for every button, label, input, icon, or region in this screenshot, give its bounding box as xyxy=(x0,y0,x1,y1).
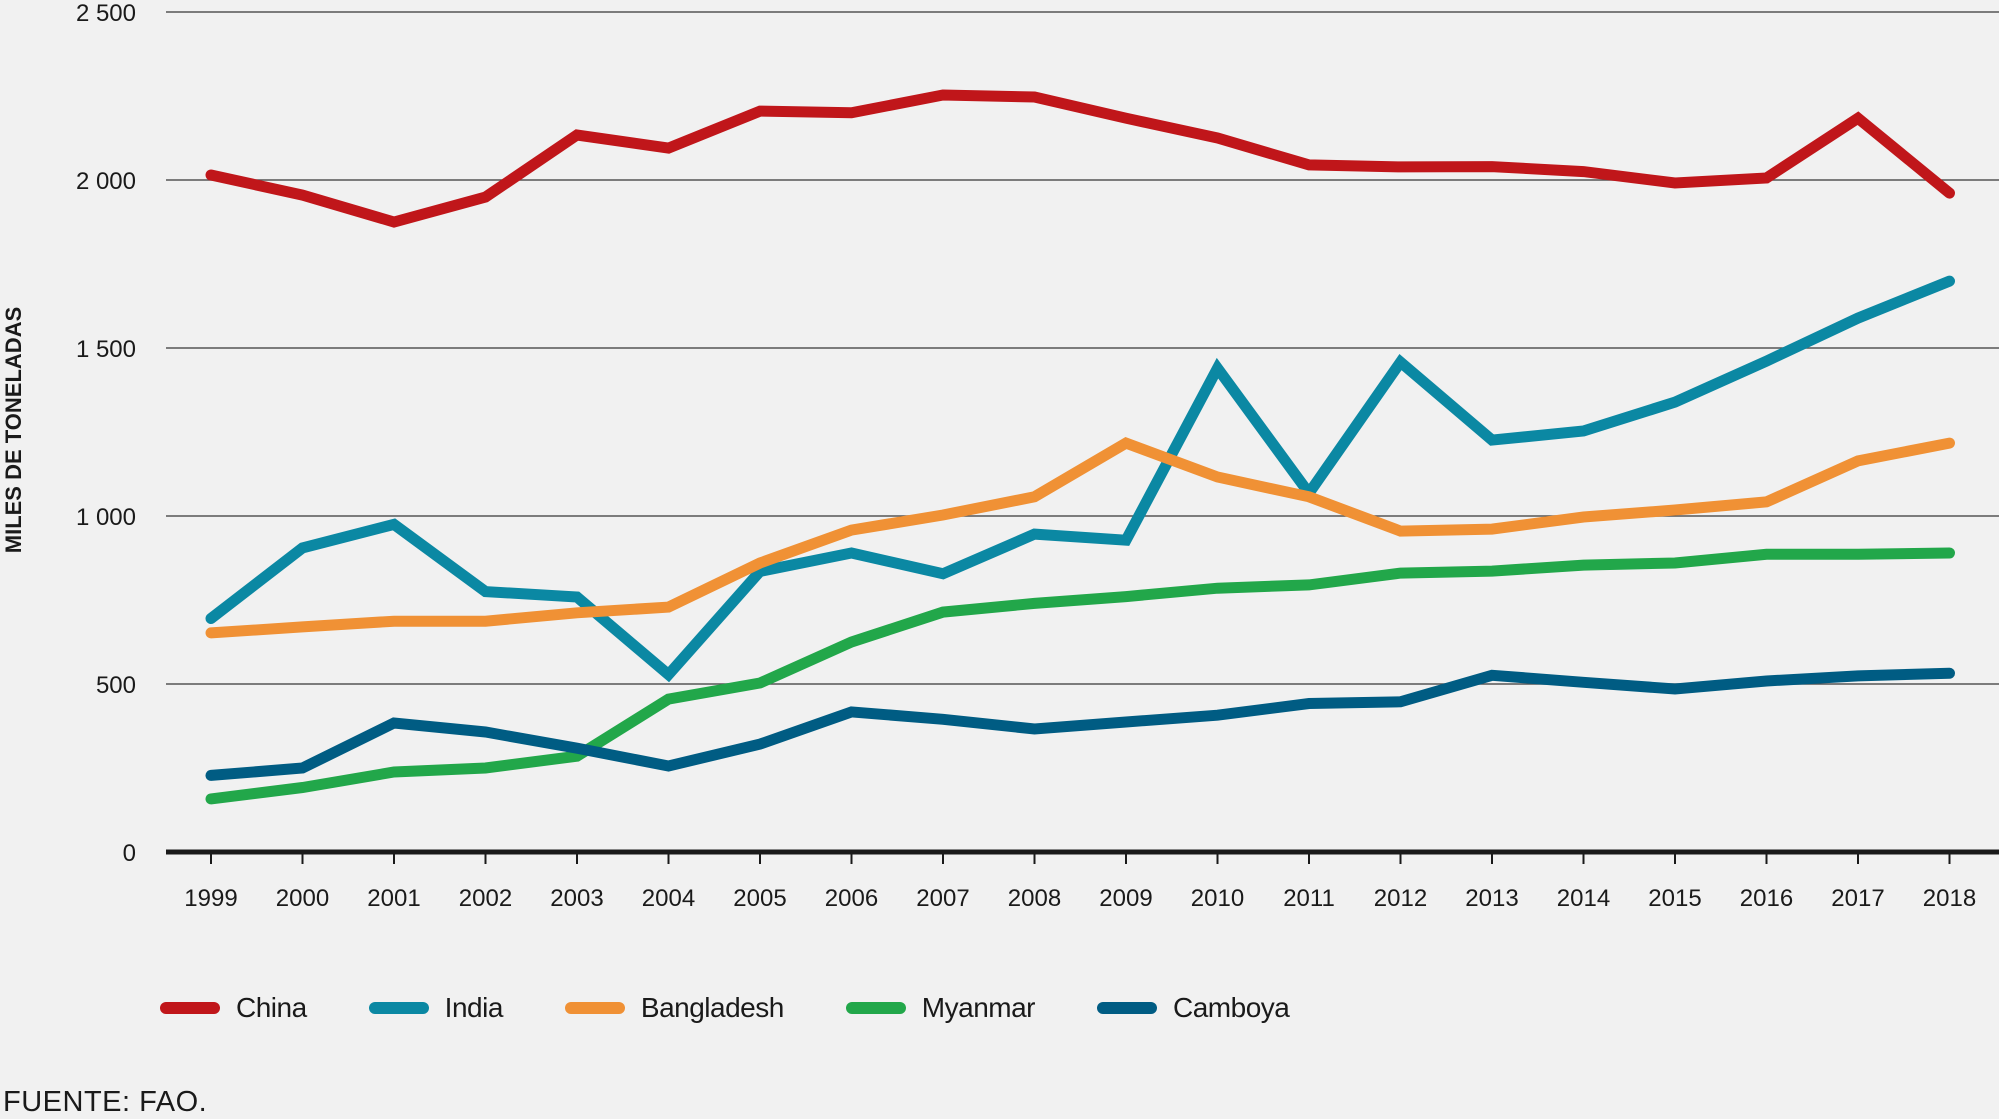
series-line-china xyxy=(211,95,1950,222)
legend-swatch xyxy=(160,1002,220,1014)
legend-label: Camboya xyxy=(1173,992,1289,1024)
legend-label: Myanmar xyxy=(922,992,1035,1024)
x-axis: 1999 2000 2001 2002 2003 2004 2005 2006 2007 2008… xyxy=(166,852,1999,912)
legend-item-bangladesh: Bangladesh xyxy=(565,992,784,1024)
y-tick-label: 2 000 xyxy=(76,168,136,195)
x-tick-label: 2010 xyxy=(1191,885,1244,912)
x-tick-label: 2001 xyxy=(367,885,420,912)
source-note: FUENTE: FAO. xyxy=(3,1086,207,1119)
x-tick-label: 2011 xyxy=(1283,885,1335,912)
series-line-camboya xyxy=(211,673,1950,775)
legend-label: India xyxy=(445,992,503,1024)
x-tick-label: 1999 xyxy=(184,885,237,912)
legend-item-myanmar: Myanmar xyxy=(846,992,1035,1024)
y-tick-label: 2 500 xyxy=(76,0,136,27)
legend-swatch xyxy=(369,1002,429,1014)
x-tick-label: 2015 xyxy=(1648,885,1701,912)
series-lines xyxy=(211,95,1950,799)
x-tick-label: 2000 xyxy=(276,885,329,912)
y-tick-label: 500 xyxy=(96,672,136,699)
x-tick-label: 2013 xyxy=(1465,885,1518,912)
legend-swatch xyxy=(846,1002,906,1014)
y-tick-label: 1 000 xyxy=(76,504,136,531)
legend-item-india: India xyxy=(369,992,503,1024)
series-line-india xyxy=(211,281,1950,674)
x-tick-label: 2007 xyxy=(916,885,969,912)
legend-label: Bangladesh xyxy=(641,992,784,1024)
y-axis-label: MILES DE TONELADAS xyxy=(1,307,26,554)
series-line-myanmar xyxy=(211,553,1950,799)
y-axis-ticks: 0 500 1 000 1 500 2 000 2 500 xyxy=(76,0,136,867)
x-tick-label: 2012 xyxy=(1374,885,1427,912)
x-tick-label: 2006 xyxy=(825,885,878,912)
x-tick-label: 2003 xyxy=(550,885,603,912)
x-tick-label: 2016 xyxy=(1740,885,1793,912)
legend-swatch xyxy=(1097,1002,1157,1014)
x-tick-label: 2008 xyxy=(1008,885,1061,912)
legend-swatch xyxy=(565,1002,625,1014)
legend-item-camboya: Camboya xyxy=(1097,992,1289,1024)
x-tick-label: 2004 xyxy=(642,885,695,912)
x-tick-label: 2017 xyxy=(1831,885,1884,912)
x-tick-label: 2005 xyxy=(733,885,786,912)
legend: China India Bangladesh Myanmar Camboya xyxy=(160,988,1351,1028)
x-tick-label: 2018 xyxy=(1923,885,1976,912)
x-tick-label: 2014 xyxy=(1557,885,1610,912)
legend-item-china: China xyxy=(160,992,307,1024)
x-tick-label: 2002 xyxy=(459,885,512,912)
y-tick-label: 0 xyxy=(123,840,136,867)
legend-label: China xyxy=(236,992,307,1024)
x-tick-label: 2009 xyxy=(1099,885,1152,912)
y-tick-label: 1 500 xyxy=(76,336,136,363)
